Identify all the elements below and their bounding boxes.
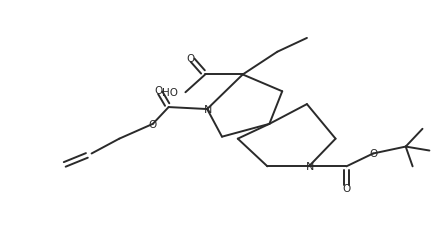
Text: O: O xyxy=(149,119,157,129)
Text: O: O xyxy=(342,183,351,193)
Text: N: N xyxy=(204,105,213,115)
Text: O: O xyxy=(369,149,377,159)
Text: HO: HO xyxy=(161,88,177,98)
Text: N: N xyxy=(306,162,314,171)
Text: O: O xyxy=(154,86,163,96)
Text: O: O xyxy=(186,54,194,63)
